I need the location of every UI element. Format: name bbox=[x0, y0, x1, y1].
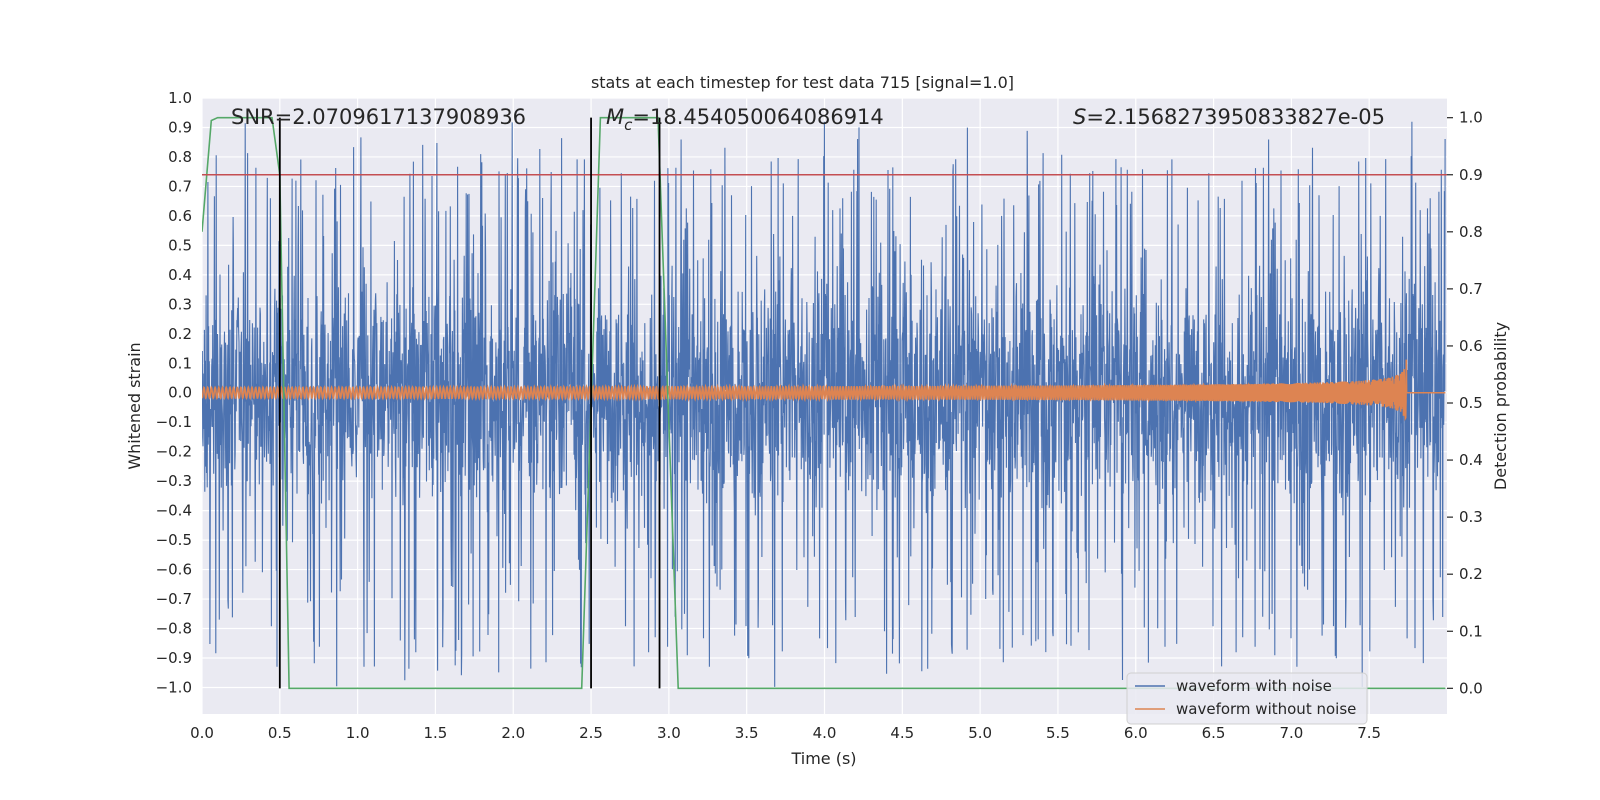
y-axis-label: Whitened strain bbox=[125, 342, 144, 469]
left-axis-ticks: 1.0 0.9 0.8 0.7 0.6 0.5 0.4 0.3 0.2 0.1 0.0 −0.1 −0.… bbox=[156, 89, 192, 696]
y-tick-label: −0.4 bbox=[156, 502, 192, 520]
x-tick-label: 1.5 bbox=[424, 724, 448, 742]
y-tick-label: −0.2 bbox=[156, 443, 192, 461]
y-tick-label: 1.0 bbox=[168, 89, 192, 107]
x-tick-label: 4.0 bbox=[813, 724, 837, 742]
y2-tick-label: 0.4 bbox=[1459, 451, 1483, 469]
y-tick-label: 0.4 bbox=[168, 266, 192, 284]
x-tick-label: 3.0 bbox=[657, 724, 681, 742]
legend: waveform with noise waveform without noi… bbox=[1126, 672, 1368, 725]
y2-axis-label: Detection probability bbox=[1491, 322, 1510, 490]
mc-symbol: M bbox=[606, 105, 624, 129]
vertical-markers bbox=[278, 117, 661, 689]
y-tick-label: 0.9 bbox=[168, 118, 192, 136]
x-tick-label: 2.0 bbox=[501, 724, 525, 742]
y-tick-label: 0.1 bbox=[168, 354, 192, 372]
legend-box bbox=[1126, 672, 1368, 725]
series-waveform-without-noise bbox=[202, 359, 1446, 422]
y2-tick-label: 0.8 bbox=[1459, 223, 1483, 241]
series-detection-probability bbox=[202, 116, 1446, 690]
mc-annotation: Mc=18.454050064086914 bbox=[606, 105, 884, 134]
snr-annotation: SNR=2.0709617137908936 bbox=[231, 105, 526, 129]
bottom-axis-ticks: 0.0 0.5 1.0 1.5 2.0 2.5 3.0 3.5 4.0 4.5 5.0 5.5 6.0 6… bbox=[190, 724, 1381, 742]
x-tick-label: 7.0 bbox=[1279, 724, 1303, 742]
y2-tick-label: 0.2 bbox=[1459, 565, 1483, 583]
noise-waveform-line bbox=[202, 121, 1446, 687]
y-tick-label: −0.8 bbox=[156, 620, 192, 638]
y2-tick-label: 0.6 bbox=[1459, 337, 1483, 355]
mc-value: =18.454050064086914 bbox=[632, 105, 883, 129]
y2-tick-label: 0.9 bbox=[1459, 166, 1483, 184]
chart-title: stats at each timestep for test data 715… bbox=[591, 73, 1014, 92]
s-value: =2.1568273950833827e-05 bbox=[1086, 105, 1385, 129]
right-axis-ticks: 1.0 0.9 0.8 0.7 0.6 0.5 0.4 0.3 0.2 0.1 0.0 bbox=[1447, 109, 1483, 697]
x-tick-label: 6.0 bbox=[1124, 724, 1148, 742]
x-tick-label: 4.5 bbox=[890, 724, 914, 742]
y-tick-label: −0.1 bbox=[156, 413, 192, 431]
y-tick-label: −0.5 bbox=[156, 531, 192, 549]
y-tick-label: −0.6 bbox=[156, 561, 192, 579]
y-tick-label: −0.9 bbox=[156, 649, 192, 667]
y2-tick-label: 0.1 bbox=[1459, 622, 1483, 640]
y-tick-label: 0.7 bbox=[168, 177, 192, 195]
y-tick-label: 0.6 bbox=[168, 207, 192, 225]
x-tick-label: 5.0 bbox=[968, 724, 992, 742]
plot-area bbox=[202, 116, 1447, 690]
s-symbol: S bbox=[1073, 105, 1086, 129]
x-tick-label: 7.5 bbox=[1357, 724, 1381, 742]
x-tick-label: 5.5 bbox=[1046, 724, 1070, 742]
probability-line bbox=[202, 116, 1446, 690]
x-tick-label: 2.5 bbox=[579, 724, 603, 742]
clean-waveform-line bbox=[202, 359, 1446, 422]
y-tick-label: 0.8 bbox=[168, 148, 192, 166]
y2-tick-label: 0.7 bbox=[1459, 280, 1483, 298]
y2-tick-label: 0.0 bbox=[1459, 679, 1483, 697]
y-tick-label: −0.3 bbox=[156, 472, 192, 490]
y2-tick-label: 0.3 bbox=[1459, 508, 1483, 526]
x-tick-label: 0.5 bbox=[268, 724, 292, 742]
x-tick-label: 1.0 bbox=[346, 724, 370, 742]
y-tick-label: 0.5 bbox=[168, 236, 192, 254]
x-axis-label: Time (s) bbox=[790, 749, 856, 768]
x-tick-label: 6.5 bbox=[1202, 724, 1226, 742]
x-tick-label: 3.5 bbox=[735, 724, 759, 742]
legend-label-noise: waveform with noise bbox=[1176, 677, 1332, 695]
series-waveform-with-noise bbox=[202, 121, 1446, 687]
y-tick-label: −0.7 bbox=[156, 590, 192, 608]
y-tick-label: 0.2 bbox=[168, 325, 192, 343]
y-tick-label: −1.0 bbox=[156, 678, 192, 696]
mc-subscript: c bbox=[624, 116, 633, 134]
y-tick-label: 0.0 bbox=[168, 384, 192, 402]
legend-label-clean: waveform without noise bbox=[1176, 700, 1356, 718]
x-tick-label: 0.0 bbox=[190, 724, 214, 742]
y2-tick-label: 1.0 bbox=[1459, 109, 1483, 127]
s-annotation: S=2.1568273950833827e-05 bbox=[1073, 105, 1385, 129]
y-tick-label: 0.3 bbox=[168, 295, 192, 313]
y2-tick-label: 0.5 bbox=[1459, 394, 1483, 412]
